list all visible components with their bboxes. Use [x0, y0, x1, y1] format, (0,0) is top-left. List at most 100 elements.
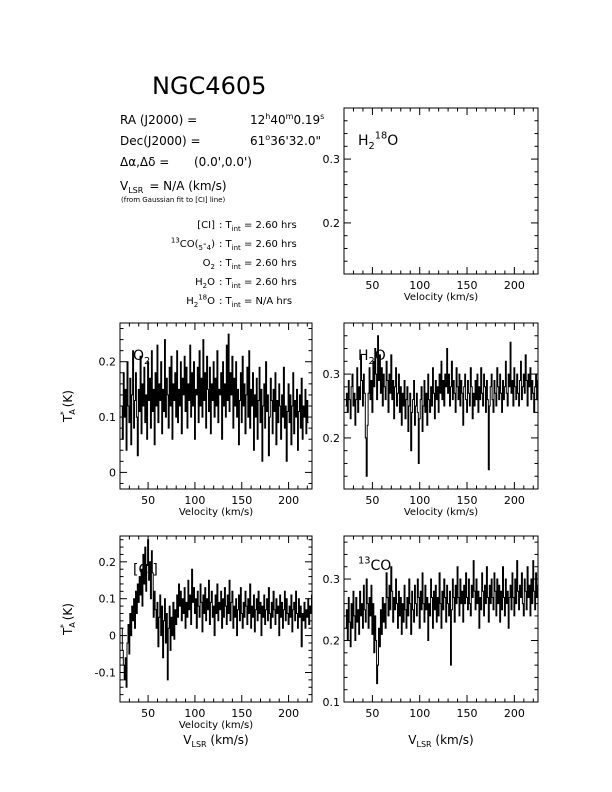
tint-value-2: 2.60: [256, 258, 278, 269]
xtick-label-o2-200: 200: [278, 494, 299, 507]
xlabel-h218o: Velocity (km/s): [404, 292, 478, 303]
xlabel-o2: Velocity (km/s): [179, 507, 253, 518]
vlsr-line: VLSR = N/A (km/s): [120, 179, 227, 195]
vlsr-subscript: LSR: [128, 186, 144, 195]
ytick-label-o2-0.2: 0.2: [99, 356, 117, 369]
xtick-label-h218o-200: 200: [504, 279, 525, 292]
offset-label: Δα,Δδ =: [120, 155, 169, 169]
panel-co13: 50 100 150 200 0.1 0.2 0.3 VLSR (km/s) 13CO: [323, 535, 539, 749]
tint-unit-4: hrs: [273, 296, 292, 307]
tint-eq-2: : Tint = 2.60 hrs: [219, 258, 297, 271]
xtick-label-h218o-150: 150: [457, 279, 478, 292]
xtick-label-h2o-200: 200: [504, 494, 525, 507]
ra-value: 12h40m0.19s: [250, 112, 324, 127]
xtick-label-h2o-150: 150: [457, 494, 478, 507]
tint-value-4: N/A: [256, 296, 274, 307]
xtick-label-ci-50: 50: [141, 707, 155, 720]
ytick-label-h218o-0.2: 0.2: [323, 217, 341, 230]
ytick-label-h2o-0.2: 0.2: [323, 432, 341, 445]
ytick-label-h218o-0.3: 0.3: [323, 153, 341, 166]
ra-seconds: 0.19: [293, 113, 320, 127]
dec-label: Dec(J2000) =: [120, 134, 201, 148]
ylabel-ci: TA* (K): [59, 603, 77, 636]
xtick-label-co13-150: 150: [457, 707, 478, 720]
ra-hours: 12: [250, 113, 265, 127]
tint-value-3: 2.60: [256, 277, 278, 288]
dec-arcmin-unit: ': [285, 134, 288, 148]
xtick-label-o2-150: 150: [231, 494, 252, 507]
xtick-label-h2o-100: 100: [409, 494, 430, 507]
xtick-label-h2o-50: 50: [365, 494, 379, 507]
dec-degrees: 61: [250, 134, 265, 148]
ytick-label-o2-0.1: 0.1: [99, 411, 117, 424]
panel-h2o: 50 100 150 200 0.2 0.3 Velocity (km/s) H2O: [323, 322, 539, 518]
ra-h-unit: h: [265, 112, 270, 121]
panel-frame-h2o: [343, 322, 539, 490]
spectra-panels: 50 100 150 200 0.2 0.3 Velocity (km/s) H218O 50 1…: [59, 107, 539, 749]
tint-eq-0: : Tint = 2.60 hrs: [219, 220, 297, 233]
tint-label-4: H218O: [186, 294, 215, 310]
panel-ci: 50 100 150 200 -0.1 0 0.1 0.2 Velocity (km/s) VLS…: [59, 535, 313, 749]
panel-frame-ci: [119, 535, 313, 703]
spectrum-line-ci: [121, 539, 312, 688]
tint-label-0: [CI]: [197, 220, 215, 231]
xtick-label-h218o-50: 50: [365, 279, 379, 292]
ylabel-o2: TA* (K): [59, 390, 77, 423]
vlsr-xlabel-ci: VLSR (km/s): [183, 733, 248, 749]
tint-value-0: 2.60: [256, 220, 278, 231]
xtick-label-ci-100: 100: [184, 707, 205, 720]
xtick-label-o2-100: 100: [184, 494, 205, 507]
ra-minutes: 40: [270, 113, 285, 127]
xtick-label-ci-150: 150: [231, 707, 252, 720]
xtick-label-co13-50: 50: [365, 707, 379, 720]
tint-unit-1: hrs: [278, 239, 297, 250]
ra-m-unit: m: [286, 112, 294, 121]
tint-unit-2: hrs: [278, 258, 297, 269]
integration-times: [CI] : Tint = 2.60 hrs 13CO(5-4) : Tint = 2…: [171, 220, 297, 309]
tint-label-3: H2O: [195, 277, 215, 290]
object-title: NGC4605: [152, 72, 266, 100]
panel-frame-h218o: [343, 107, 539, 275]
spectrum-line-o2: [121, 333, 309, 462]
vlsr-symbol: V: [120, 179, 129, 193]
ra-s-unit: s: [320, 112, 324, 121]
vlsr-value: = N/A (km/s): [149, 179, 226, 193]
dec-value: 61o36'32.0": [250, 133, 321, 148]
panel-label-h218o: H218O: [358, 131, 398, 153]
panel-label-h2o: H2O: [358, 348, 386, 367]
vlsr-xlabel-co13: VLSR (km/s): [408, 733, 473, 749]
ytick-label-h2o-0.3: 0.3: [323, 368, 341, 381]
ytick-label-co13-0.1: 0.1: [323, 696, 341, 709]
coordinates-block: RA (J2000) = 12h40m0.19s Dec(J2000) = 61…: [120, 112, 324, 204]
xtick-label-h218o-100: 100: [409, 279, 430, 292]
ytick-label-ci-0.1: 0.1: [99, 593, 117, 606]
spectrum-line-h2o: [345, 335, 538, 477]
dec-arcsec-unit: ": [316, 134, 322, 148]
panel-label-co13: 13CO: [358, 556, 391, 574]
xlabel-h2o: Velocity (km/s): [404, 507, 478, 518]
tint-eq-1: : Tint = 2.60 hrs: [219, 239, 297, 252]
xtick-label-co13-100: 100: [409, 707, 430, 720]
xtick-label-ci-200: 200: [278, 707, 299, 720]
tint-unit-3: hrs: [278, 277, 297, 288]
spectrum-line-co13: [345, 560, 538, 685]
tint-label-2: O2: [203, 258, 215, 271]
ytick-label-ci-0.2: 0.2: [99, 556, 117, 569]
tint-eq-3: : Tint = 2.60 hrs: [219, 277, 297, 290]
ytick-label-co13-0.3: 0.3: [323, 573, 341, 586]
ytick-label-ci-0: 0: [109, 630, 116, 643]
ytick-label-ci--0.1: -0.1: [95, 666, 116, 679]
dec-arcmin: 36: [270, 134, 285, 148]
xtick-label-o2-50: 50: [141, 494, 155, 507]
tint-unit-0: hrs: [278, 220, 297, 231]
panel-frame-co13: [343, 535, 539, 703]
tint-eq-4: : Tint = N/A hrs: [219, 296, 292, 309]
ra-label: RA (J2000) =: [120, 113, 197, 127]
tint-value-1: 2.60: [256, 239, 278, 250]
tint-label-1: 13CO(5-4): [171, 237, 215, 253]
panel-o2: 50 100 150 200 0 0.1 0.2 Velocity (km/s) TA* (K)…: [59, 322, 313, 518]
offset-value: (0.0',0.0'): [194, 155, 252, 169]
xlabel-ci: Velocity (km/s): [179, 720, 253, 731]
panel-h218o: 50 100 150 200 0.2 0.3 Velocity (km/s) H218O: [323, 107, 539, 303]
